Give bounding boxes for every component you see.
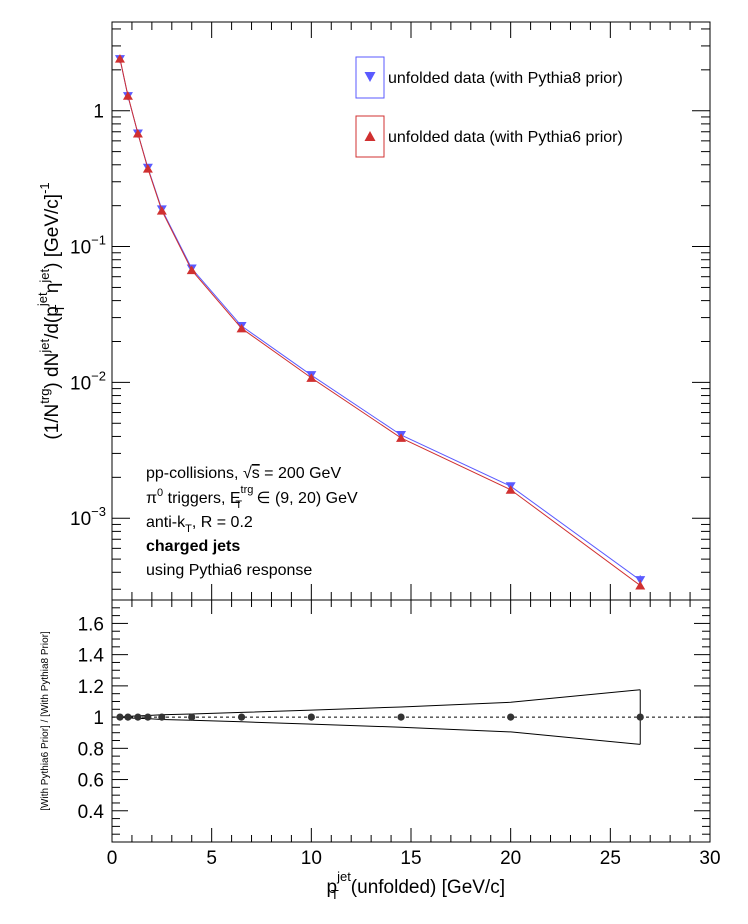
ratio-point (307, 713, 315, 721)
legend-box-pythia6 (355, 115, 385, 158)
x-tick-label: 25 (600, 848, 621, 869)
ratio-point (144, 713, 152, 721)
x-tick-label: 30 (699, 848, 720, 869)
ratio-point (237, 713, 246, 721)
ratio-point (116, 713, 124, 721)
data-point (396, 433, 407, 442)
ratio-point (158, 713, 166, 721)
bottom-y-tick-label: 0.4 (78, 802, 105, 823)
bottom-y-axis-label: [With Pythia6 Prior] / [With Pythia8 Pri… (40, 631, 51, 811)
bottom-axis-ticks (111, 599, 711, 843)
x-tick-label: 5 (206, 848, 217, 869)
top-y-tick-labels: 1 10−1 10−2 10−3 (70, 102, 106, 530)
ratio-point (124, 713, 132, 721)
ratio-point (507, 713, 515, 721)
data-point (635, 580, 646, 590)
x-axis-label: pjet T (unfolded) [GeV/c] (327, 869, 505, 902)
annotation-response: using Pythia6 response (146, 562, 312, 579)
bottom-y-tick-label: 0.6 (78, 771, 104, 792)
annotation-block: pp-collisions, √s = 200 GeV π0 triggers,… (146, 465, 358, 579)
ratio-point (134, 713, 142, 721)
bottom-panel: 0.4 0.6 0.8 1 1.2 1.4 1.6 0 5 10 15 20 25 30 [With P… (40, 599, 721, 902)
bottom-y-tick-label: 1.4 (78, 646, 105, 667)
top-panel: 1 10−1 10−2 10−3 (1/Ntrg) dNjet/d(pjetT ηje… (35, 21, 711, 601)
top-y-tick-label: 1 (93, 102, 104, 123)
annotation-charged-jets: charged jets (146, 538, 240, 555)
data-point (236, 323, 247, 333)
ratio-point (397, 713, 405, 721)
annotation-collisions: pp-collisions, √s = 200 GeV (146, 465, 341, 482)
data-point (186, 265, 197, 275)
band-upper (119, 689, 641, 718)
bottom-y-tick-label: 0.8 (78, 739, 104, 760)
data-point (306, 373, 317, 382)
x-tick-labels: 0 5 10 15 20 25 30 (107, 848, 721, 869)
legend-label-pythia8: unfolded data (with Pythia8 prior) (388, 70, 623, 87)
ratio-points (116, 713, 644, 721)
band-lower (119, 716, 641, 745)
legend-entry-pythia6: unfolded data (with Pythia6 prior) (355, 115, 623, 158)
top-y-tick-label: 10−2 (70, 368, 106, 394)
data-point (142, 164, 153, 173)
x-tick-label: 15 (400, 848, 421, 869)
top-y-tick-label: 10−3 (70, 504, 106, 530)
top-y-tick-label: 10−1 (70, 233, 106, 259)
bottom-y-tick-label: 1.2 (78, 677, 104, 698)
annotation-algorithm: anti-kT, R = 0.2 (146, 514, 253, 535)
ratio-point (636, 713, 644, 721)
top-axis-ticks (111, 22, 711, 600)
legend-marker-pythia8 (364, 72, 376, 82)
data-point (132, 128, 143, 138)
data-point (122, 91, 133, 100)
top-y-axis-label: (1/Ntrg) dNjet/d(pjetT ηjet) [GeV/c]-1 (35, 182, 67, 439)
x-tick-label: 20 (500, 848, 521, 869)
data-point (114, 54, 125, 63)
data-point (505, 485, 516, 494)
ratio-point (188, 713, 196, 721)
x-tick-label: 0 (107, 848, 118, 869)
x-tick-label: 10 (301, 848, 322, 869)
data-point (156, 206, 167, 215)
annotation-triggers: π0 triggers, Etrg T ∈ (9, 20) GeV (146, 484, 358, 511)
top-series (114, 54, 646, 590)
bottom-y-tick-label: 1 (93, 708, 104, 729)
bottom-y-tick-labels: 0.4 0.6 0.8 1 1.2 1.4 1.6 (78, 614, 105, 822)
legend-box-pythia8 (355, 56, 385, 99)
legend-marker-pythia6 (364, 131, 376, 141)
bottom-y-tick-label: 1.6 (78, 614, 104, 635)
legend-entry-pythia8: unfolded data (with Pythia8 prior) (355, 56, 623, 99)
series-pythia6 (114, 54, 646, 590)
legend-label-pythia6: unfolded data (with Pythia6 prior) (388, 129, 623, 146)
legend: unfolded data (with Pythia8 prior) unfol… (355, 56, 623, 158)
